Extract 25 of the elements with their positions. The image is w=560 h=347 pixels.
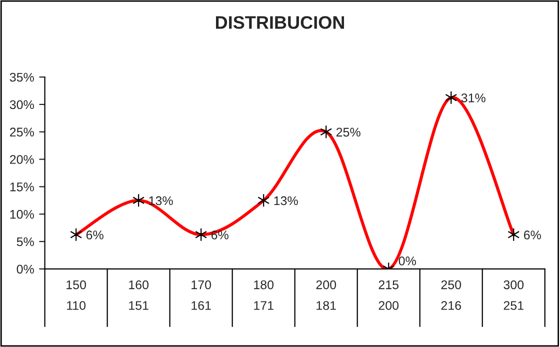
x-tick-label: 160 151 — [129, 280, 149, 310]
y-tick-label: 20% — [10, 155, 34, 164]
y-tick-label: 30% — [10, 100, 34, 110]
y-tick-label: 10% — [10, 210, 34, 219]
y-tick-label: 5% — [16, 237, 34, 246]
y-tick-label: 25% — [10, 128, 34, 137]
y-tick-label: 0% — [16, 264, 34, 274]
data-label: 13% — [274, 196, 298, 206]
data-label: 6% — [524, 230, 541, 240]
data-label: 13% — [149, 196, 173, 206]
x-tick-label: 180 171 — [254, 280, 274, 310]
y-tick-label: 15% — [10, 182, 34, 192]
x-tick-label: 300 251 — [504, 280, 524, 310]
data-label: 0% — [398, 256, 416, 266]
y-tick-label: 35% — [10, 72, 34, 82]
data-label: 31% — [461, 93, 486, 102]
x-tick-label: 170 161 — [192, 280, 212, 310]
data-label: 25% — [336, 128, 360, 137]
data-label: 6% — [211, 230, 228, 240]
x-tick-label: 250 216 — [441, 280, 462, 310]
x-tick-label: 215 200 — [378, 280, 399, 310]
chart-title: DISTRIBUCION — [216, 16, 344, 29]
data-label: 6% — [86, 230, 104, 240]
x-tick-label: 200 181 — [316, 280, 336, 310]
x-tick-label: 150 110 — [66, 280, 86, 310]
